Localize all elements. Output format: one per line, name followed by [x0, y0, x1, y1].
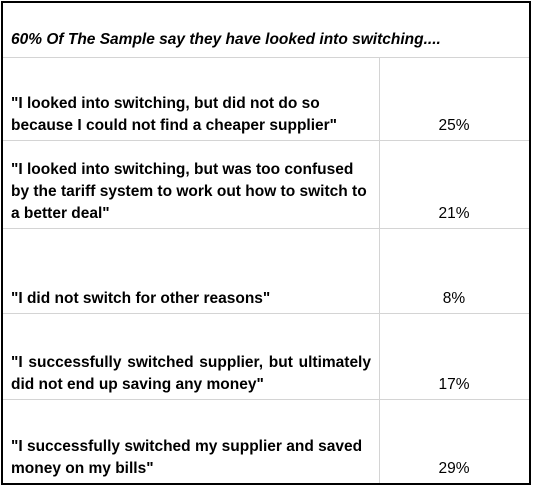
row-value: 21% — [438, 205, 470, 222]
row-label: "I successfully switched supplier, but u… — [11, 354, 371, 393]
row-label: "I did not switch for other reasons" — [11, 290, 271, 307]
table-row: "I looked into switching, but did not do… — [3, 58, 529, 141]
row-value: 25% — [438, 117, 470, 134]
row-value: 29% — [438, 460, 470, 477]
table-row: "I successfully switched my supplier and… — [3, 400, 529, 483]
table-row: "I did not switch for other reasons" 8% — [3, 229, 529, 314]
row-label: "I looked into switching, but was too co… — [11, 161, 367, 222]
table-row: "I successfully switched supplier, but u… — [3, 314, 529, 400]
row-label: "I successfully switched my supplier and… — [11, 438, 363, 477]
title-row: 60% Of The Sample say they have looked i… — [3, 3, 529, 58]
row-label: "I looked into switching, but did not do… — [11, 95, 338, 134]
row-value: 17% — [438, 376, 470, 393]
row-value: 8% — [442, 290, 466, 307]
survey-table: 60% Of The Sample say they have looked i… — [1, 1, 531, 485]
column-divider — [379, 58, 380, 483]
table-row: "I looked into switching, but was too co… — [3, 141, 529, 229]
table-title: 60% Of The Sample say they have looked i… — [11, 31, 441, 48]
